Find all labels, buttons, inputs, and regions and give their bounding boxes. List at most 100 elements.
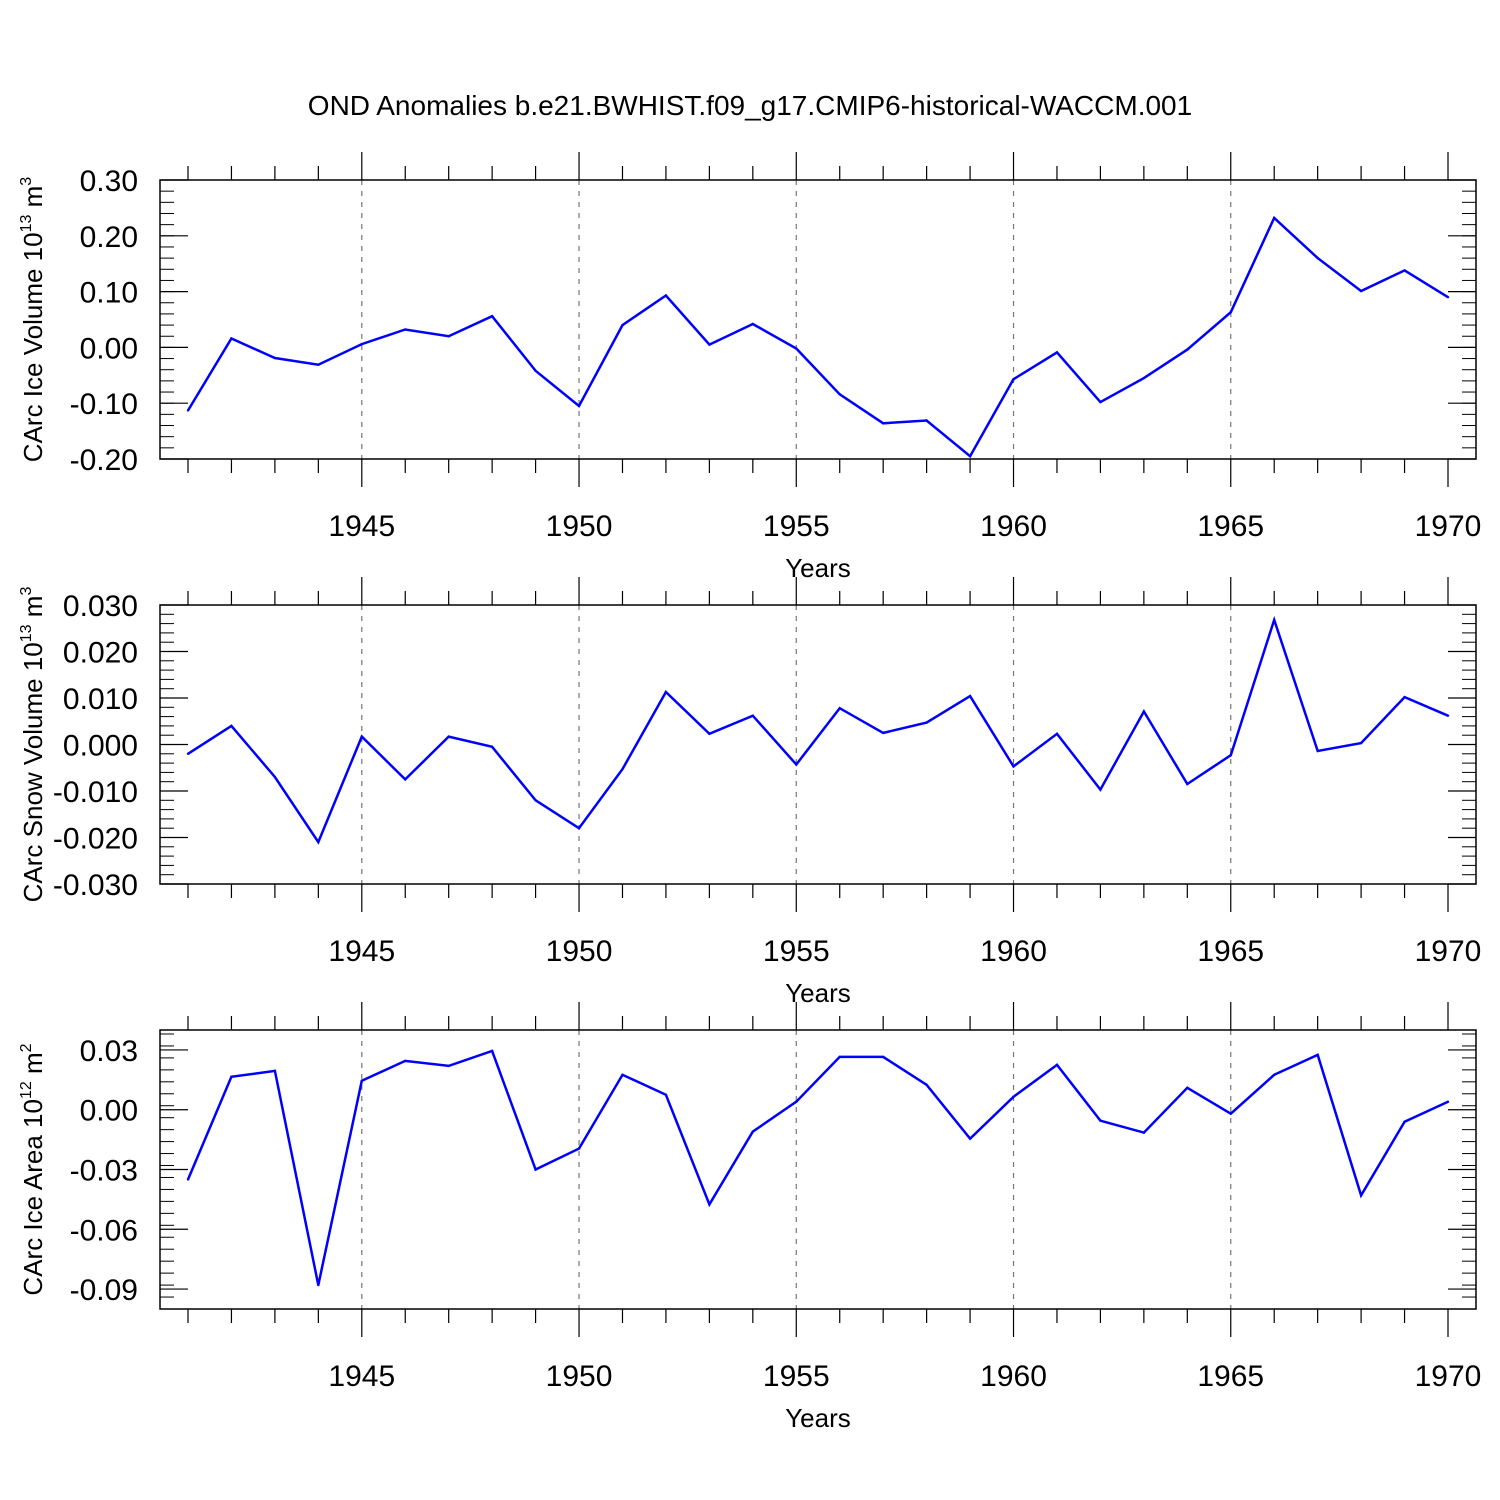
data-point [230,337,233,340]
x-tick-label: 1960 [980,935,1047,968]
y-tick-label: 0.030 [63,590,138,623]
y-tick-label: 0.10 [80,277,138,310]
x-tick-label: 1950 [546,935,613,968]
data-point [1142,376,1146,380]
data-point [317,363,320,366]
data-point [751,1130,755,1133]
data-point [925,721,928,724]
data-point [838,1055,841,1059]
data-point [795,347,798,350]
y-tick-label: 0.30 [80,165,138,198]
y-axis-label: CArc Snow Volume 1013 m3 [18,587,48,903]
y-tick-label: -0.09 [70,1274,138,1307]
data-point [621,767,624,771]
data-point [447,735,450,738]
x-tick-label: 1970 [1415,935,1482,968]
data-point [577,1147,581,1150]
data-point [621,1073,624,1077]
data-point [1446,295,1450,299]
data-point [273,356,277,360]
data-point [1446,1100,1450,1103]
x-tick-label: 1970 [1415,510,1482,543]
x-tick-label: 1945 [328,1360,395,1393]
y-tick-label: 0.20 [80,221,138,254]
y-tick-label: 0.000 [63,730,138,763]
data-point [795,763,798,766]
data-point [925,1083,928,1087]
data-point [1012,378,1015,381]
y-axis-label: CArc Ice Volume 1013 m3 [18,177,48,462]
x-tick-label: 1965 [1197,935,1264,968]
data-point [838,707,841,710]
x-tick-label: 1955 [763,935,830,968]
y-tick-label: 0.03 [80,1035,138,1068]
data-point [1359,289,1363,293]
data-point [360,735,363,738]
data-point [1099,1119,1102,1122]
data-point [1055,351,1059,354]
y-tick-label: -0.010 [53,776,138,809]
panel-1: -0.20 -0.10 0.00 0.10 0.20 0.30 1945 1950 1955 19… [18,152,1481,583]
data-point [1012,765,1015,768]
data-point [881,731,885,735]
y-axis-label: CArc Ice Area 1012 m2 [18,1043,48,1295]
data-point [230,1075,233,1079]
x-tick-label: 1965 [1197,510,1264,543]
data-point [664,690,668,694]
data-point [1142,710,1146,713]
data-point [708,732,711,736]
data-point [1012,1095,1015,1098]
data-point [708,1203,711,1206]
x-tick-label: 1950 [546,510,613,543]
data-point [925,419,928,422]
data-point [1142,1131,1146,1134]
data-point [1229,311,1232,314]
data-point [795,1100,798,1103]
data-point [273,1069,277,1073]
chart-panels: -0.20 -0.10 0.00 0.10 0.20 0.30 1945 1950 1955 19… [18,152,1481,1433]
data-point [751,714,755,717]
data-point [1099,400,1102,404]
series-line [186,215,1449,459]
x-tick-label: 1960 [980,510,1047,543]
y-tick-label: -0.030 [53,869,138,902]
data-point [838,393,841,396]
data-point [1273,618,1276,622]
y-tick-label: -0.10 [70,388,138,421]
x-tick-label: 1970 [1415,1360,1482,1393]
data-point [404,328,407,331]
y-tick-label: 0.00 [80,332,138,365]
data-point [404,778,407,781]
x-tick-label: 1945 [328,510,395,543]
data-point [577,404,581,408]
x-axis-label: Years [785,978,851,1008]
data-point [881,422,885,425]
data-point [186,409,190,412]
data-point [664,1093,668,1096]
panel-2: -0.030 -0.020 -0.010 0.000 0.010 0.020 0.030 19… [18,577,1481,1008]
data-point [1359,1194,1363,1197]
data-point [273,775,277,779]
data-point [317,1283,320,1287]
data-point [1446,714,1450,717]
x-tick-label: 1965 [1197,1360,1264,1393]
x-axis-label: Years [785,1403,851,1433]
data-point [968,1137,972,1140]
y-tick-label: -0.020 [53,823,138,856]
x-tick-label: 1960 [980,1360,1047,1393]
data-point [317,840,320,844]
data-point [490,1049,494,1053]
y-tick-label: 0.00 [80,1095,138,1128]
data-point [1186,1086,1189,1089]
data-point [534,799,537,802]
x-tick-label: 1950 [546,1360,613,1393]
y-tick-label: -0.03 [70,1155,138,1188]
data-point [404,1059,407,1063]
data-point [1403,1120,1406,1123]
data-point [968,694,972,698]
data-point [968,455,972,458]
y-tick-label: 0.010 [63,683,138,716]
data-point [1055,1063,1059,1067]
data-point [1273,216,1276,220]
